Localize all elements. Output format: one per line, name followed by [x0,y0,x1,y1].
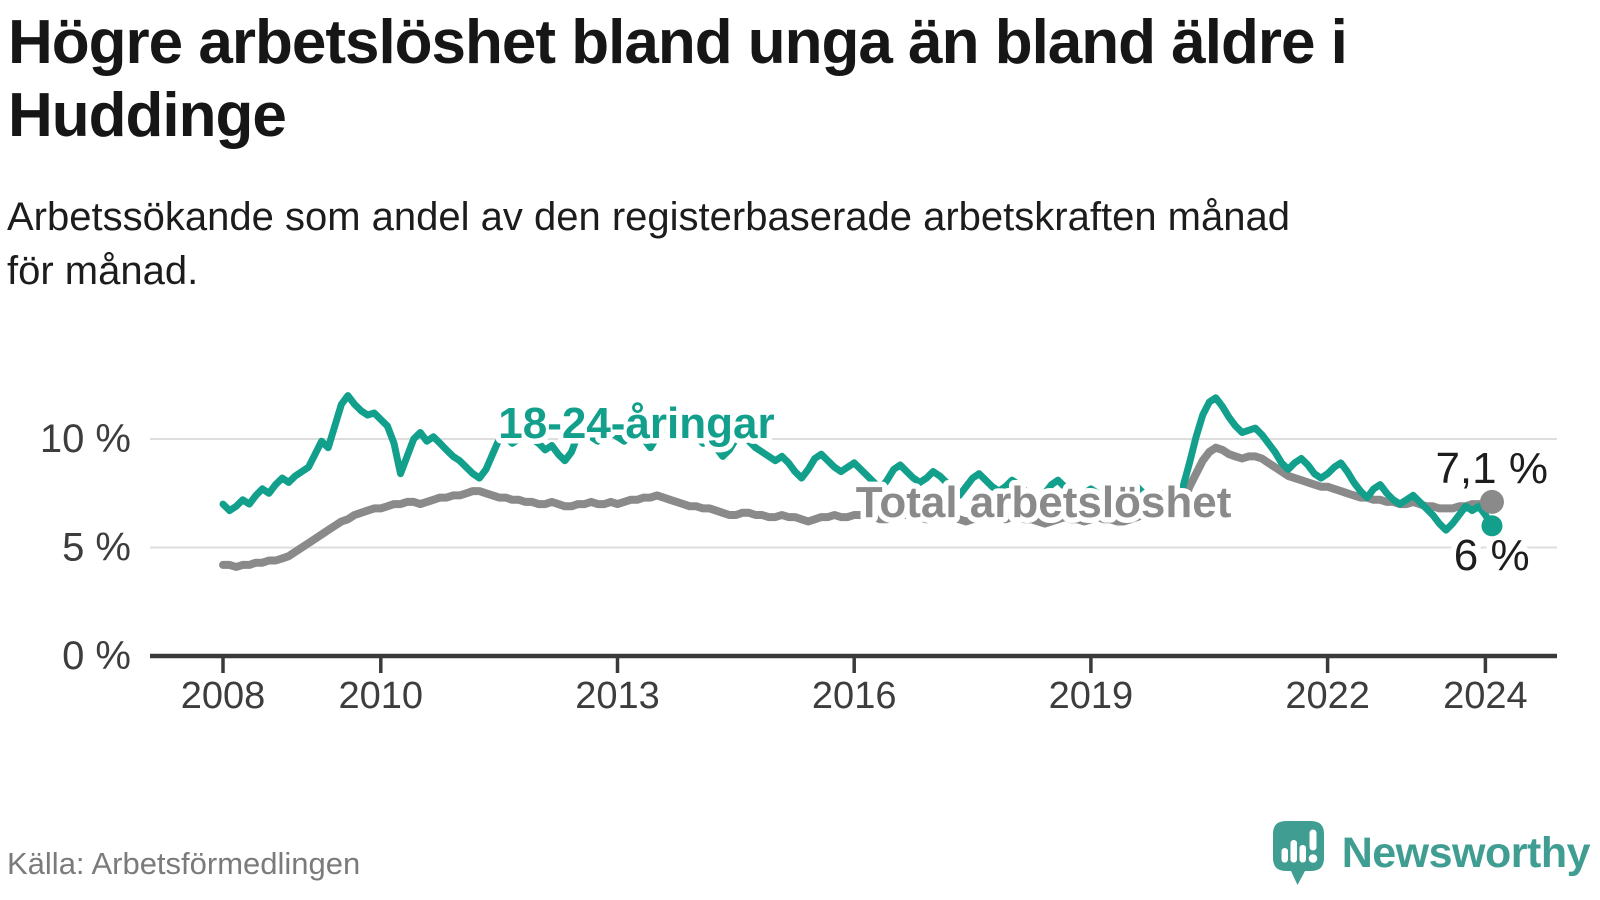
series-label: Total arbetslöshet [856,478,1232,527]
x-axis-tick-label: 2024 [1443,675,1528,717]
logo-bar-tall [1290,840,1297,863]
x-axis-tick-label: 2016 [812,675,897,717]
series-line-youth [219,392,1496,534]
page-title: Högre arbetslöshet bland unga än bland ä… [8,8,1348,151]
unemployment-line-chart: 0 % 5 % 10 % 2008 2010 2013 2016 2019 2022 2024 18… [40,392,1557,717]
logo-exclamation-bar [1309,829,1317,851]
value-label: 7,1 % [1435,444,1548,493]
x-axis-tick-label: 2008 [181,675,266,717]
end-dot-total [1479,489,1504,514]
y-axis-tick-label: 10 % [40,417,131,461]
brand-name: Newsworthy [1341,828,1591,877]
y-axis-tick-label: 0 % [62,634,131,678]
logo-bar-medium [1299,845,1306,863]
x-axis-tick-label: 2019 [1049,675,1134,717]
series-label: 18-24-åringar [498,399,774,448]
y-axis-tick-label: 5 % [62,526,131,570]
logo-exclamation-dot [1308,854,1318,863]
source-note: Källa: Arbetsförmedlingen [7,846,361,881]
series-line-total [219,443,1496,571]
x-axis-tick-label: 2022 [1285,675,1370,717]
newsworthy-brand: Newsworthy [1270,818,1591,888]
newsworthy-logo-icon [1272,821,1324,885]
page-subtitle: Arbetssökande som andel av den registerb… [7,195,1290,293]
logo-bar-small [1281,848,1288,863]
x-axis-tick-label: 2013 [575,675,660,717]
end-dot-youth [1481,515,1503,537]
value-label: 6 % [1454,531,1530,580]
x-axis-tick-label: 2010 [339,675,424,717]
logo-bubble [1272,821,1324,885]
